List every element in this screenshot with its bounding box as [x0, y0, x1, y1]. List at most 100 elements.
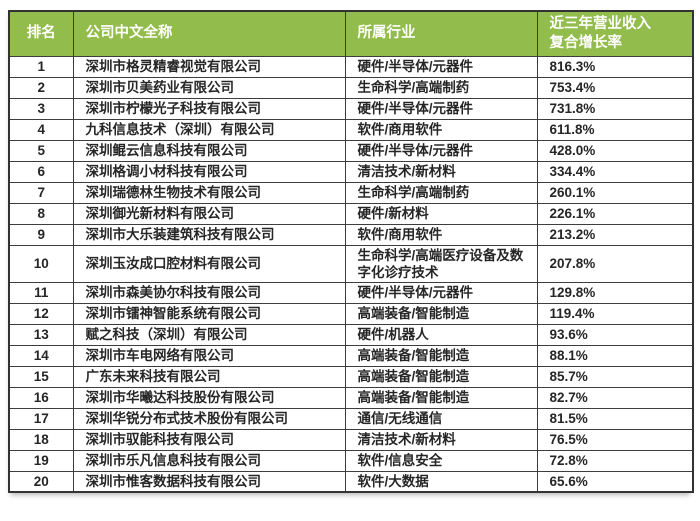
rank-cell: 19 — [8, 449, 74, 472]
rank-cell: 4 — [8, 118, 74, 141]
table-row: 14 深圳市车电网络有限公司 高端装备/智能制造 88.1% — [8, 344, 694, 367]
company-cell: 深圳市驭能科技有限公司 — [72, 428, 346, 451]
ranking-table-container: 排名 公司中文全称 所属行业 近三年营业收入 复合增长率 1 深圳市格灵精睿视觉… — [8, 10, 694, 493]
table-row: 15 广东未来科技有限公司 高端装备/智能制造 85.7% — [8, 365, 694, 388]
col-header-growth-line2: 复合增长率 — [549, 34, 623, 51]
company-cell: 深圳格调小材科技有限公司 — [72, 160, 346, 183]
company-cell: 深圳市乐凡信息科技有限公司 — [72, 449, 346, 472]
table-row: 13 赋之科技（深圳）有限公司 硬件/机器人 93.6% — [8, 323, 694, 346]
industry-cell: 高端装备/智能制造 — [344, 302, 538, 325]
col-header-rank: 排名 — [8, 10, 74, 57]
table-row: 6 深圳格调小材科技有限公司 清洁技术/新材料 334.4% — [8, 160, 694, 183]
growth-cell: 72.8% — [536, 449, 694, 472]
industry-cell: 硬件/新材料 — [344, 202, 538, 225]
company-cell: 赋之科技（深圳）有限公司 — [72, 323, 346, 346]
industry-cell: 硬件/半导体/元器件 — [344, 139, 538, 162]
growth-cell: 76.5% — [536, 428, 694, 451]
growth-cell: 731.8% — [536, 97, 694, 120]
growth-cell: 85.7% — [536, 365, 694, 388]
company-cell: 深圳市车电网络有限公司 — [72, 344, 346, 367]
industry-cell: 清洁技术/新材料 — [344, 428, 538, 451]
rank-cell: 11 — [8, 281, 74, 304]
rank-cell: 14 — [8, 344, 74, 367]
industry-cell: 软件/大数据 — [344, 470, 538, 493]
growth-cell: 129.8% — [536, 281, 694, 304]
rank-cell: 2 — [8, 76, 74, 99]
table-row: 17 深圳华锐分布式技术股份有限公司 通信/无线通信 81.5% — [8, 407, 694, 430]
growth-cell: 816.3% — [536, 55, 694, 78]
rank-cell: 6 — [8, 160, 74, 183]
industry-cell: 软件/信息安全 — [344, 449, 538, 472]
company-cell: 深圳瑞德林生物技术有限公司 — [72, 181, 346, 204]
growth-cell: 82.7% — [536, 386, 694, 409]
rank-cell: 12 — [8, 302, 74, 325]
rank-cell: 18 — [8, 428, 74, 451]
rank-cell: 7 — [8, 181, 74, 204]
industry-cell: 通信/无线通信 — [344, 407, 538, 430]
company-cell: 深圳鲲云信息科技有限公司 — [72, 139, 346, 162]
company-cell: 深圳御光新材料有限公司 — [72, 202, 346, 225]
industry-cell: 硬件/半导体/元器件 — [344, 97, 538, 120]
industry-cell: 硬件/机器人 — [344, 323, 538, 346]
table-row: 20 深圳市惟客数据科技有限公司 软件/大数据 65.6% — [8, 470, 694, 493]
company-cell: 深圳玉汝成口腔材料有限公司 — [72, 244, 346, 283]
growth-cell: 334.4% — [536, 160, 694, 183]
table-body: 1 深圳市格灵精睿视觉有限公司 硬件/半导体/元器件 816.3% 2 深圳市贝… — [8, 55, 694, 493]
company-cell: 深圳市贝美药业有限公司 — [72, 76, 346, 99]
growth-cell: 611.8% — [536, 118, 694, 141]
table-row: 12 深圳市镭神智能系统有限公司 高端装备/智能制造 119.4% — [8, 302, 694, 325]
company-cell: 深圳华锐分布式技术股份有限公司 — [72, 407, 346, 430]
table-row: 8 深圳御光新材料有限公司 硬件/新材料 226.1% — [8, 202, 694, 225]
rank-cell: 17 — [8, 407, 74, 430]
rank-cell: 15 — [8, 365, 74, 388]
growth-cell: 81.5% — [536, 407, 694, 430]
table-header: 排名 公司中文全称 所属行业 近三年营业收入 复合增长率 — [8, 10, 694, 57]
col-header-growth: 近三年营业收入 复合增长率 — [536, 10, 694, 57]
rank-cell: 10 — [8, 244, 74, 283]
rank-cell: 5 — [8, 139, 74, 162]
col-header-growth-line1: 近三年营业收入 — [549, 15, 652, 32]
company-cell: 深圳市华曦达科技股份有限公司 — [72, 386, 346, 409]
table-row: 9 深圳市大乐装建筑科技有限公司 软件/商用软件 213.2% — [8, 223, 694, 246]
company-cell: 深圳市大乐装建筑科技有限公司 — [72, 223, 346, 246]
industry-cell: 高端装备/智能制造 — [344, 365, 538, 388]
company-cell: 深圳市格灵精睿视觉有限公司 — [72, 55, 346, 78]
table-row: 18 深圳市驭能科技有限公司 清洁技术/新材料 76.5% — [8, 428, 694, 451]
company-cell: 深圳市惟客数据科技有限公司 — [72, 470, 346, 493]
company-cell: 广东未来科技有限公司 — [72, 365, 346, 388]
rank-cell: 16 — [8, 386, 74, 409]
table-row: 1 深圳市格灵精睿视觉有限公司 硬件/半导体/元器件 816.3% — [8, 55, 694, 78]
industry-cell: 软件/商用软件 — [344, 118, 538, 141]
table-row: 5 深圳鲲云信息科技有限公司 硬件/半导体/元器件 428.0% — [8, 139, 694, 162]
company-cell: 深圳市镭神智能系统有限公司 — [72, 302, 346, 325]
growth-cell: 260.1% — [536, 181, 694, 204]
table-row: 10 深圳玉汝成口腔材料有限公司 生命科学/高端医疗设备及数字化诊疗技术 207… — [8, 244, 694, 283]
growth-cell: 207.8% — [536, 244, 694, 283]
table-row: 16 深圳市华曦达科技股份有限公司 高端装备/智能制造 82.7% — [8, 386, 694, 409]
company-cell: 九科信息技术（深圳）有限公司 — [72, 118, 346, 141]
industry-cell: 硬件/半导体/元器件 — [344, 55, 538, 78]
col-header-company: 公司中文全称 — [72, 10, 346, 57]
rank-cell: 8 — [8, 202, 74, 225]
growth-cell: 119.4% — [536, 302, 694, 325]
table-row: 4 九科信息技术（深圳）有限公司 软件/商用软件 611.8% — [8, 118, 694, 141]
growth-cell: 226.1% — [536, 202, 694, 225]
rank-cell: 13 — [8, 323, 74, 346]
rank-cell: 1 — [8, 55, 74, 78]
rank-cell: 3 — [8, 97, 74, 120]
table-row: 19 深圳市乐凡信息科技有限公司 软件/信息安全 72.8% — [8, 449, 694, 472]
table-row: 11 深圳市森美协尔科技有限公司 硬件/半导体/元器件 129.8% — [8, 281, 694, 304]
industry-cell: 硬件/半导体/元器件 — [344, 281, 538, 304]
rank-cell: 20 — [8, 470, 74, 493]
industry-cell: 软件/商用软件 — [344, 223, 538, 246]
company-cell: 深圳市柠檬光子科技有限公司 — [72, 97, 346, 120]
industry-cell: 清洁技术/新材料 — [344, 160, 538, 183]
industry-cell: 高端装备/智能制造 — [344, 386, 538, 409]
growth-cell: 213.2% — [536, 223, 694, 246]
growth-cell: 65.6% — [536, 470, 694, 493]
header-row: 排名 公司中文全称 所属行业 近三年营业收入 复合增长率 — [8, 10, 694, 57]
growth-cell: 88.1% — [536, 344, 694, 367]
growth-cell: 753.4% — [536, 76, 694, 99]
growth-cell: 428.0% — [536, 139, 694, 162]
company-cell: 深圳市森美协尔科技有限公司 — [72, 281, 346, 304]
